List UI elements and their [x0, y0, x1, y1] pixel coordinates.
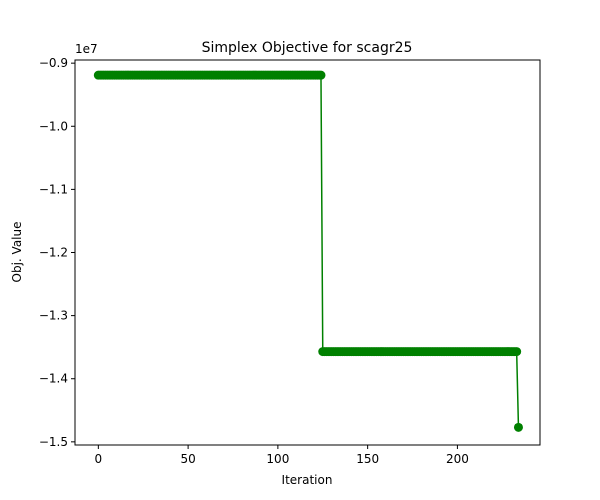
y-tick-label: −1.1: [39, 182, 68, 196]
series-line: [98, 74, 520, 428]
y-axis-label: Obj. Value: [10, 222, 24, 283]
chart-title: Simplex Objective for scagr25: [202, 40, 413, 56]
data-point: [512, 347, 522, 357]
y-offset-label: 1e7: [75, 42, 98, 56]
y-tick-label: −1.4: [39, 372, 68, 386]
y-tick-label: −0.9: [39, 56, 68, 70]
y-tick-label: −1.0: [39, 119, 68, 133]
y-tick-label: −1.3: [39, 309, 68, 323]
plot-area: [74, 59, 541, 446]
x-tick-label: 200: [446, 452, 469, 466]
data-point: [316, 70, 326, 80]
data-point: [513, 422, 523, 432]
x-axis-label: Iteration: [282, 473, 333, 487]
x-tick-label: 100: [266, 452, 289, 466]
x-axis: 0 50 100 150 200: [95, 445, 469, 466]
y-tick-label: −1.2: [39, 246, 68, 260]
y-tick-label: −1.5: [39, 435, 68, 449]
x-tick-label: 150: [356, 452, 379, 466]
x-tick-label: 50: [180, 452, 195, 466]
plot-series: [93, 70, 523, 432]
y-axis: −1.5 −1.4 −1.3 −1.2 −1.1 −1.0 −0.9: [39, 56, 75, 449]
x-tick-label: 0: [95, 452, 103, 466]
